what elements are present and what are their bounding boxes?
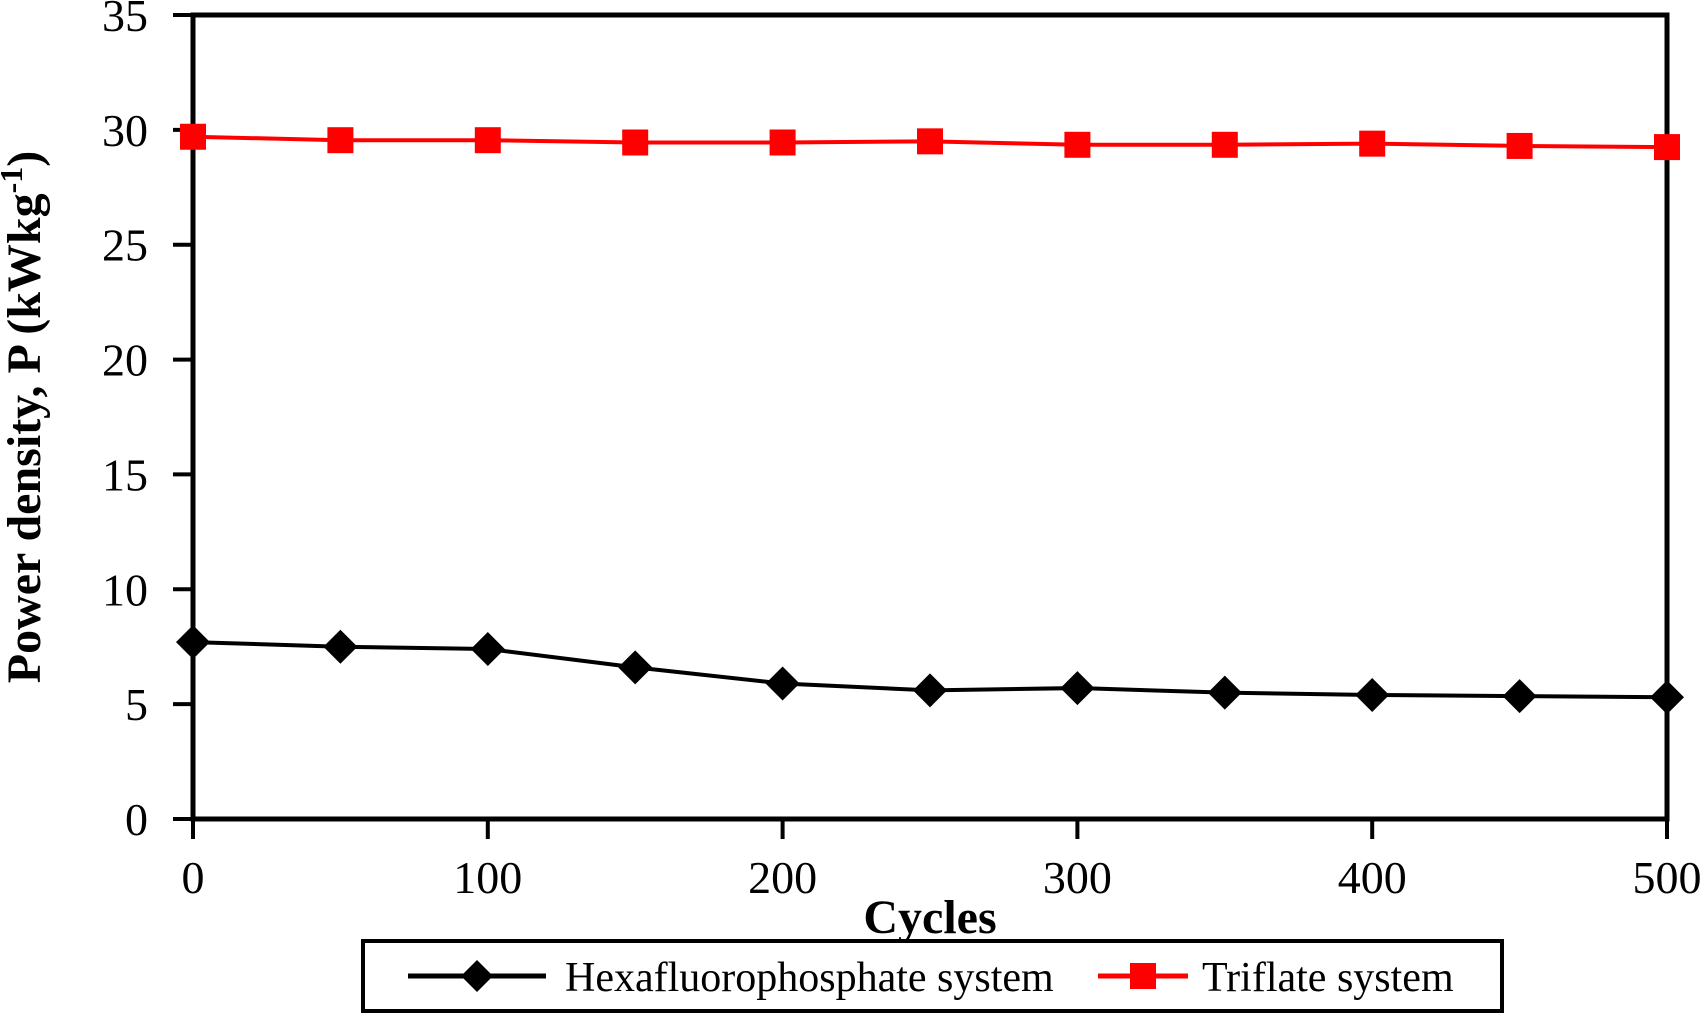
data-point-hexafluorophosphate-system <box>323 629 358 664</box>
x-tick-label: 400 <box>1338 852 1407 903</box>
y-axis-title-close: ) <box>0 151 51 167</box>
y-tick-label: 15 <box>102 449 148 500</box>
data-point-triflate-system <box>327 127 354 154</box>
y-tick-label: 5 <box>125 679 148 730</box>
y-tick-label: 30 <box>102 105 148 156</box>
y-axis-title: Power density, P (kWkg-1) <box>0 151 51 683</box>
y-tick-label: 25 <box>102 220 148 271</box>
legend-marker-triflate-system <box>1130 963 1156 989</box>
data-point-hexafluorophosphate-system <box>618 650 653 685</box>
data-point-hexafluorophosphate-system <box>1207 675 1242 710</box>
data-point-triflate-system <box>1211 131 1238 158</box>
legend-box <box>361 939 1504 1013</box>
plot-frame <box>190 12 1670 822</box>
legend-label-hexafluorophosphate-system: Hexafluorophosphate system <box>565 955 1054 1001</box>
data-point-hexafluorophosphate-system <box>1502 679 1537 714</box>
data-point-triflate-system <box>1506 132 1533 159</box>
y-tick-label: 10 <box>102 564 148 615</box>
data-point-triflate-system <box>1654 134 1680 161</box>
data-point-hexafluorophosphate-system <box>1060 671 1095 706</box>
x-tick-label: 300 <box>1043 852 1112 903</box>
data-point-hexafluorophosphate-system <box>913 673 947 708</box>
data-point-triflate-system <box>1064 131 1091 158</box>
x-tick-label: 500 <box>1633 852 1702 903</box>
y-tick-label: 35 <box>102 0 148 41</box>
data-point-hexafluorophosphate-system <box>470 632 505 667</box>
x-tick-label: 100 <box>453 852 522 903</box>
data-point-hexafluorophosphate-system <box>1355 677 1390 712</box>
y-tick-label: 0 <box>125 794 148 845</box>
x-tick-label: 200 <box>748 852 817 903</box>
data-point-triflate-system <box>180 123 206 150</box>
data-point-hexafluorophosphate-system <box>176 625 210 660</box>
legend-label-triflate-system: Triflate system <box>1202 955 1454 1001</box>
y-tick-label: 20 <box>102 335 148 386</box>
x-axis-title: Cycles <box>863 891 996 944</box>
x-tick-label: 0 <box>182 852 205 903</box>
data-point-triflate-system <box>622 129 649 156</box>
legend-marker-hexafluorophosphate-system <box>461 960 493 992</box>
data-point-triflate-system <box>917 128 943 155</box>
data-point-triflate-system <box>1359 130 1386 157</box>
y-axis-title-main: Power density, P (kWkg <box>0 193 51 683</box>
data-point-hexafluorophosphate-system <box>765 666 800 701</box>
y-axis-title-superscript: -1 <box>0 167 29 194</box>
data-point-triflate-system <box>769 129 796 156</box>
data-point-hexafluorophosphate-system <box>1650 680 1684 715</box>
data-point-triflate-system <box>474 127 501 154</box>
